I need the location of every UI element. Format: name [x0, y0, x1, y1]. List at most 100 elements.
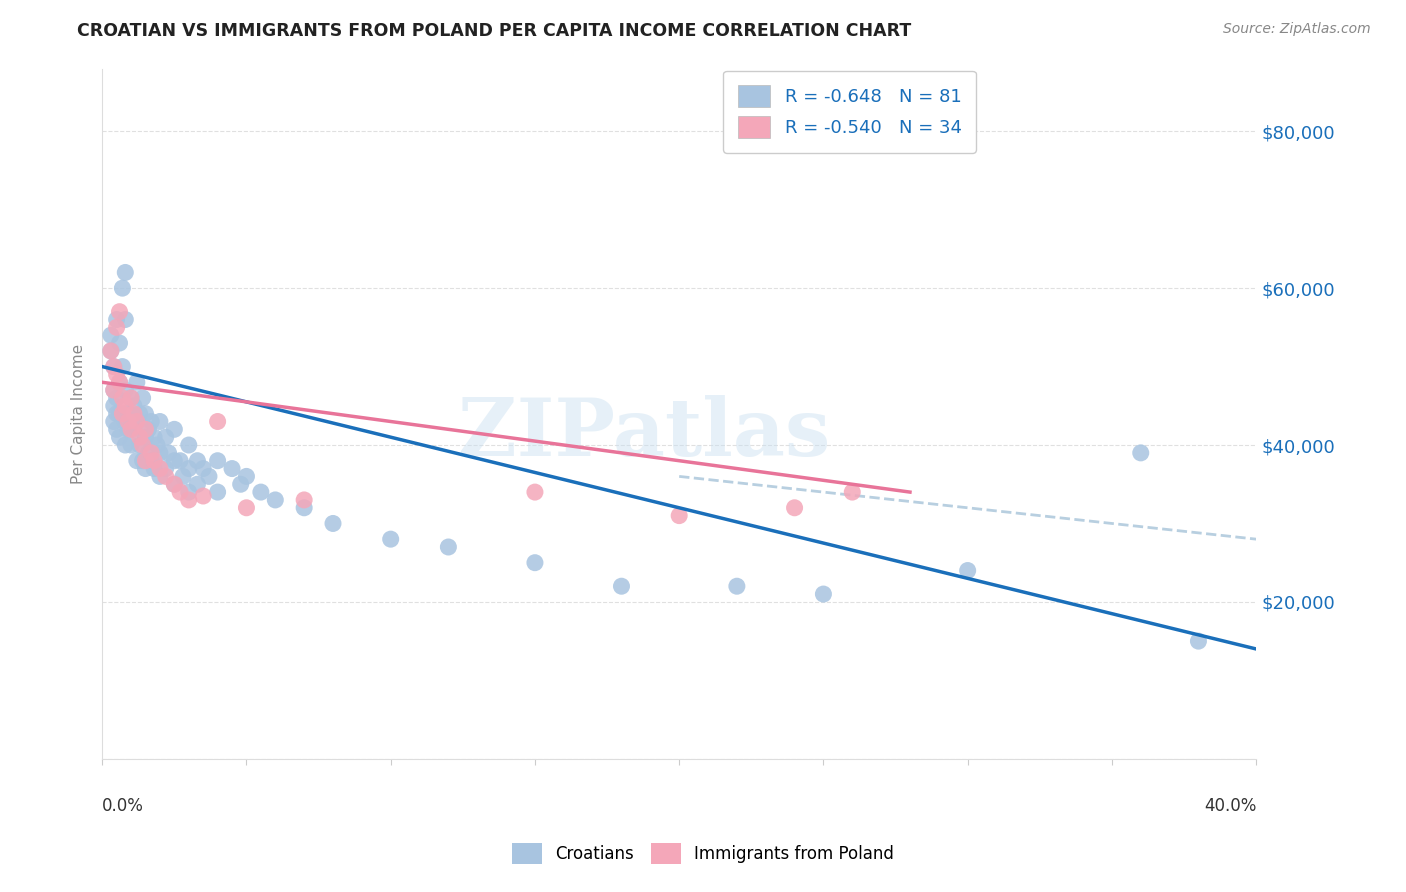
- Point: [125, 376, 148, 390]
- Point: [186, 453, 208, 467]
- Y-axis label: Per Capita Income: Per Capita Income: [72, 343, 86, 483]
- Point: [141, 415, 163, 429]
- Point: [105, 368, 128, 382]
- Point: [125, 415, 148, 429]
- Point: [177, 461, 200, 475]
- Text: Source: ZipAtlas.com: Source: ZipAtlas.com: [1223, 22, 1371, 37]
- Point: [108, 376, 131, 390]
- Point: [114, 399, 136, 413]
- Point: [128, 438, 150, 452]
- Point: [143, 430, 166, 444]
- Point: [155, 461, 177, 475]
- Point: [105, 422, 128, 436]
- Point: [103, 359, 125, 374]
- Point: [235, 500, 257, 515]
- Point: [141, 453, 163, 467]
- Point: [120, 391, 142, 405]
- Point: [250, 485, 273, 500]
- Point: [783, 500, 806, 515]
- Text: 0.0%: 0.0%: [103, 797, 143, 814]
- Point: [108, 304, 131, 318]
- Point: [610, 579, 633, 593]
- Point: [117, 422, 139, 436]
- Point: [122, 422, 145, 436]
- Point: [114, 415, 136, 429]
- Point: [111, 407, 134, 421]
- Point: [163, 477, 186, 491]
- Point: [131, 391, 153, 405]
- Text: ZIPatlas: ZIPatlas: [458, 395, 831, 474]
- Point: [131, 453, 153, 467]
- Point: [149, 469, 172, 483]
- Point: [134, 422, 156, 436]
- Point: [725, 579, 748, 593]
- Point: [134, 461, 156, 475]
- Point: [105, 391, 128, 405]
- Point: [155, 430, 177, 444]
- Point: [111, 391, 134, 405]
- Point: [221, 461, 243, 475]
- Point: [292, 492, 315, 507]
- Point: [841, 485, 863, 500]
- Point: [103, 399, 125, 413]
- Point: [138, 422, 160, 436]
- Point: [172, 469, 194, 483]
- Point: [157, 446, 180, 460]
- Point: [193, 489, 215, 503]
- Point: [177, 485, 200, 500]
- Point: [380, 532, 402, 546]
- Point: [322, 516, 344, 531]
- Point: [105, 320, 128, 334]
- Point: [207, 485, 229, 500]
- Point: [143, 461, 166, 475]
- Point: [146, 438, 169, 452]
- Point: [120, 415, 142, 429]
- Point: [292, 500, 315, 515]
- Point: [138, 446, 160, 460]
- Point: [186, 477, 208, 491]
- Legend: Croatians, Immigrants from Poland: Croatians, Immigrants from Poland: [505, 837, 901, 871]
- Point: [177, 438, 200, 452]
- Point: [437, 540, 460, 554]
- Point: [149, 446, 172, 460]
- Point: [114, 312, 136, 326]
- Point: [163, 453, 186, 467]
- Point: [235, 469, 257, 483]
- Point: [207, 415, 229, 429]
- Point: [105, 407, 128, 421]
- Point: [1129, 446, 1152, 460]
- Point: [668, 508, 690, 523]
- Point: [169, 453, 191, 467]
- Point: [103, 359, 125, 374]
- Point: [523, 485, 546, 500]
- Text: 40.0%: 40.0%: [1204, 797, 1256, 814]
- Point: [125, 415, 148, 429]
- Point: [163, 477, 186, 491]
- Point: [134, 407, 156, 421]
- Point: [122, 399, 145, 413]
- Point: [813, 587, 835, 601]
- Point: [143, 453, 166, 467]
- Point: [131, 438, 153, 452]
- Point: [103, 383, 125, 397]
- Point: [141, 446, 163, 460]
- Point: [264, 492, 287, 507]
- Point: [207, 453, 229, 467]
- Point: [956, 564, 979, 578]
- Point: [117, 415, 139, 429]
- Point: [100, 343, 122, 358]
- Point: [120, 422, 142, 436]
- Point: [108, 336, 131, 351]
- Point: [523, 556, 546, 570]
- Point: [103, 415, 125, 429]
- Point: [100, 343, 122, 358]
- Point: [134, 430, 156, 444]
- Point: [111, 407, 134, 421]
- Point: [114, 438, 136, 452]
- Point: [100, 328, 122, 343]
- Point: [169, 485, 191, 500]
- Point: [128, 407, 150, 421]
- Point: [122, 407, 145, 421]
- Point: [111, 281, 134, 295]
- Point: [155, 469, 177, 483]
